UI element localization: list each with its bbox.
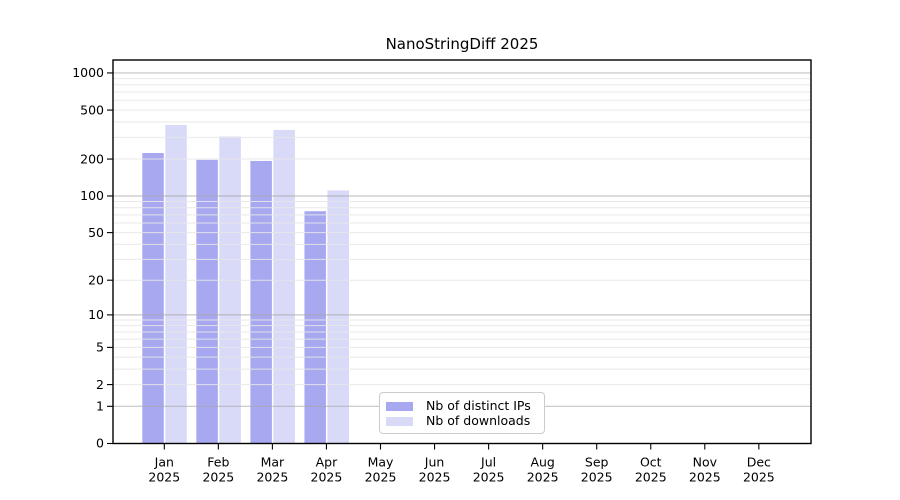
x-tick-label-year: 2025	[202, 470, 234, 485]
x-tick-label-month: Apr	[316, 455, 338, 470]
bar-downloads	[165, 125, 187, 444]
y-tick-label: 1000	[72, 65, 104, 80]
x-tick-label-month: Dec	[747, 455, 771, 470]
x-tick-label-year: 2025	[581, 470, 613, 485]
x-tick-label-year: 2025	[635, 470, 667, 485]
x-tick-label-year: 2025	[743, 470, 775, 485]
y-tick-label: 20	[88, 272, 104, 287]
x-tick-label-year: 2025	[473, 470, 505, 485]
x-tick-label-year: 2025	[689, 470, 721, 485]
bar-downloads	[219, 136, 241, 444]
bar-distinct-ips	[250, 160, 272, 444]
x-tick-label-year: 2025	[148, 470, 180, 485]
legend-item-downloads: Nb of downloads	[386, 414, 536, 428]
bar-downloads	[327, 190, 349, 444]
chart-title: NanoStringDiff 2025	[385, 35, 539, 53]
bar-distinct-ips	[142, 153, 164, 444]
x-tick-label-year: 2025	[365, 470, 397, 485]
x-tick-label-month: Nov	[693, 455, 718, 470]
y-tick-label: 5	[96, 340, 104, 355]
x-tick-label-month: Mar	[261, 455, 285, 470]
bar-distinct-ips	[304, 211, 326, 444]
x-tick-label-month: Oct	[640, 455, 662, 470]
x-tick-label-month: Jun	[424, 455, 445, 470]
y-tick-label: 100	[80, 188, 104, 203]
y-tick-label: 10	[88, 307, 104, 322]
x-tick-label-month: Jul	[480, 455, 496, 470]
y-tick-label: 1	[96, 399, 104, 414]
x-tick-label-year: 2025	[256, 470, 288, 485]
legend: Nb of distinct IPs Nb of downloads	[379, 392, 545, 434]
y-tick-label: 500	[80, 102, 104, 117]
x-tick-label-year: 2025	[419, 470, 451, 485]
y-tick-label: 200	[80, 151, 104, 166]
legend-swatch-downloads	[386, 416, 413, 426]
y-tick-label: 0	[96, 436, 104, 451]
x-tick-label-month: Feb	[207, 455, 229, 470]
x-tick-label-month: Sep	[585, 455, 609, 470]
bar-downloads	[273, 129, 295, 444]
y-tick-label: 50	[88, 225, 104, 240]
x-tick-label-year: 2025	[311, 470, 343, 485]
legend-label-downloads: Nb of downloads	[426, 413, 531, 428]
x-tick-label-month: May	[368, 455, 394, 470]
legend-item-distinct-ips: Nb of distinct IPs	[386, 399, 536, 413]
legend-swatch-distinct-ips	[386, 401, 413, 411]
x-tick-label-month: Jan	[154, 455, 174, 470]
y-tick-label: 2	[96, 377, 104, 392]
x-tick-label-year: 2025	[527, 470, 559, 485]
plot-border	[112, 59, 812, 445]
bar-distinct-ips	[196, 159, 218, 444]
x-tick-label-month: Aug	[530, 455, 554, 470]
legend-label-distinct-ips: Nb of distinct IPs	[426, 398, 531, 413]
